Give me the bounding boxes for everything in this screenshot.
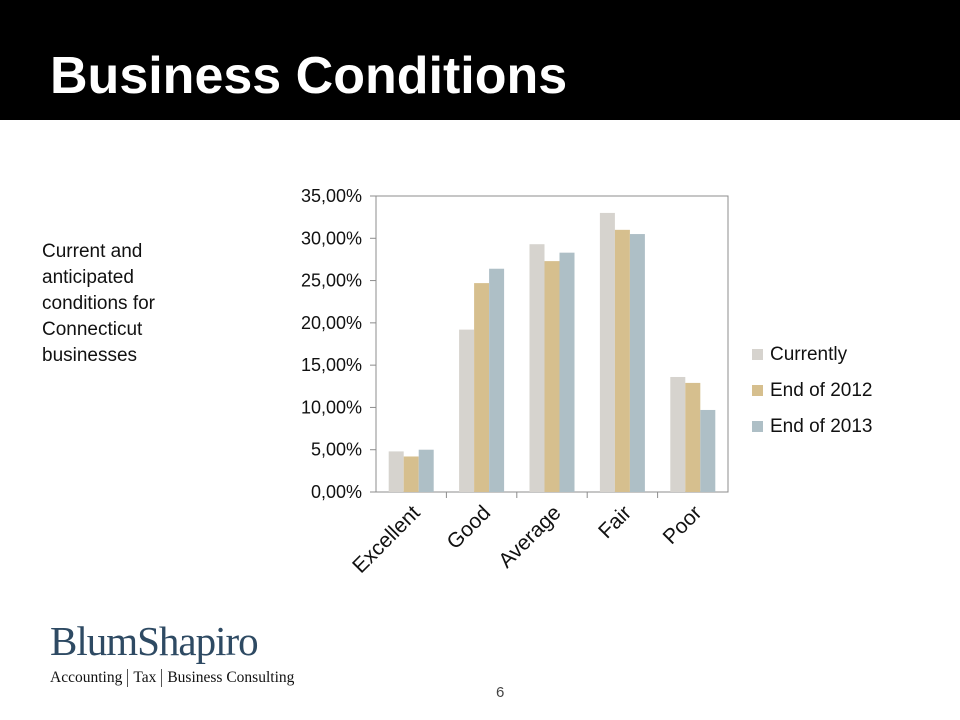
bar-good-2 (489, 268, 505, 492)
bar-good-0 (459, 329, 475, 492)
y-tick-label: 5,00% (311, 440, 362, 460)
y-tick-label: 25,00% (301, 271, 362, 291)
legend-label: End of 2013 (770, 416, 872, 437)
slide-title: Business Conditions (50, 47, 568, 105)
y-tick-label: 30,00% (301, 228, 362, 248)
bar-good-1 (474, 283, 490, 492)
tagline-separator (127, 669, 129, 688)
bar-poor-1 (685, 382, 701, 492)
x-category-label: Poor (659, 501, 707, 549)
bar-average-0 (529, 244, 545, 492)
y-tick-label: 20,00% (301, 313, 362, 333)
legend-swatch (752, 421, 763, 432)
bar-poor-2 (700, 409, 716, 492)
bar-poor-0 (670, 376, 686, 492)
bar-fair-1 (614, 229, 630, 493)
legend-swatch (752, 385, 763, 396)
logo-tagline-tax: Tax (133, 669, 157, 686)
bar-excellent-2 (418, 449, 434, 492)
x-category-label: Excellent (348, 501, 425, 578)
page-number: 6 (496, 684, 505, 701)
bar-fair-0 (599, 212, 615, 492)
y-tick-label: 0,00% (311, 482, 362, 502)
chart-description: Current and anticipated conditions for C… (42, 241, 156, 366)
legend-label: End of 2012 (770, 380, 872, 401)
bar-excellent-1 (403, 456, 419, 492)
logo-tagline-accounting: Accounting (50, 669, 123, 686)
logo-tagline: Accounting Tax Business Consulting (50, 668, 294, 688)
y-tick-label: 35,00% (301, 186, 362, 206)
y-tick-label: 15,00% (301, 355, 362, 375)
bar-fair-2 (629, 234, 645, 493)
bar-average-2 (559, 252, 575, 492)
logo-name: BlumShapiro (50, 618, 259, 664)
tagline-separator (161, 669, 163, 688)
logo-tagline-consulting: Business Consulting (167, 669, 295, 686)
legend-label: Currently (770, 344, 848, 365)
title-bar: Business Conditions (0, 0, 960, 120)
x-category-label: Average (494, 501, 565, 572)
company-logo: BlumShapiro Accounting Tax Business Consul… (50, 618, 294, 688)
x-category-label: Good (443, 501, 496, 554)
bar-excellent-0 (388, 451, 404, 492)
x-category-label: Fair (594, 501, 636, 543)
bar-average-1 (544, 261, 560, 492)
legend-swatch (752, 349, 763, 360)
y-tick-label: 10,00% (301, 397, 362, 417)
